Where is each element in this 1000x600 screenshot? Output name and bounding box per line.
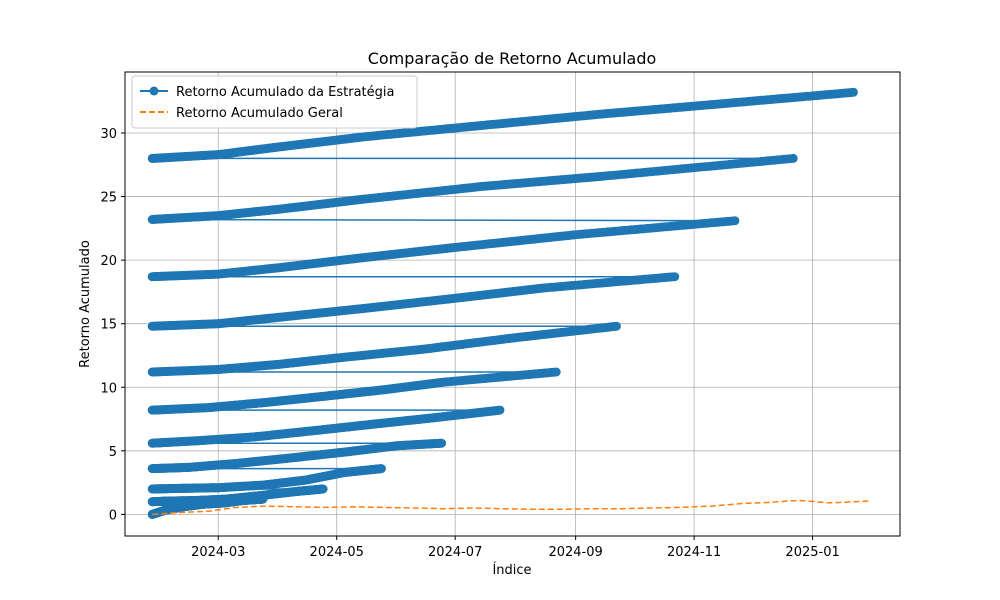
- y-tick-label: 20: [100, 254, 117, 269]
- data-point-strategy: [848, 87, 858, 97]
- y-tick-label: 10: [100, 381, 117, 396]
- data-point-strategy: [670, 272, 680, 282]
- data-point-strategy: [611, 321, 621, 331]
- series-line-general: [152, 499, 869, 516]
- series-layer: [147, 87, 869, 519]
- x-tick-label: 2024-03: [191, 545, 245, 560]
- data-point-strategy: [730, 216, 740, 226]
- series-markers-strategy: [147, 87, 858, 519]
- data-point-strategy: [551, 367, 561, 377]
- x-axis-label: Índice: [492, 562, 531, 578]
- x-tick-label: 2024-07: [428, 545, 482, 560]
- legend: Retorno Acumulado da Estratégia Retorno …: [131, 75, 418, 129]
- y-axis-label: Retorno Acumulado: [78, 240, 93, 368]
- chart-title: Comparação de Retorno Acumulado: [368, 49, 657, 68]
- y-tick-label: 15: [100, 318, 117, 333]
- grid: [125, 72, 900, 536]
- legend-marker-strategy: [149, 86, 159, 96]
- data-point-strategy: [437, 438, 447, 448]
- legend-label-general: Retorno Acumulado Geral: [176, 106, 343, 121]
- axis-ticks: 2024-03 2024-05 2024-07 2024-09 2024-11 2025-…: [100, 127, 839, 560]
- legend-box: [131, 75, 418, 129]
- y-tick-label: 0: [109, 508, 117, 523]
- x-tick-label: 2024-05: [310, 545, 364, 560]
- x-tick-label: 2024-09: [548, 545, 602, 560]
- plot-area-frame: [124, 71, 901, 537]
- legend-label-strategy: Retorno Acumulado da Estratégia: [176, 85, 394, 100]
- x-tick-label: 2024-11: [667, 545, 721, 560]
- y-tick-label: 5: [109, 445, 117, 460]
- y-tick-label: 25: [100, 191, 117, 206]
- data-point-strategy: [788, 153, 798, 163]
- data-point-strategy: [495, 405, 505, 415]
- y-tick-label: 30: [100, 127, 117, 142]
- data-point-strategy: [376, 464, 386, 474]
- x-tick-label: 2025-01: [785, 545, 839, 560]
- data-point-strategy: [318, 484, 328, 494]
